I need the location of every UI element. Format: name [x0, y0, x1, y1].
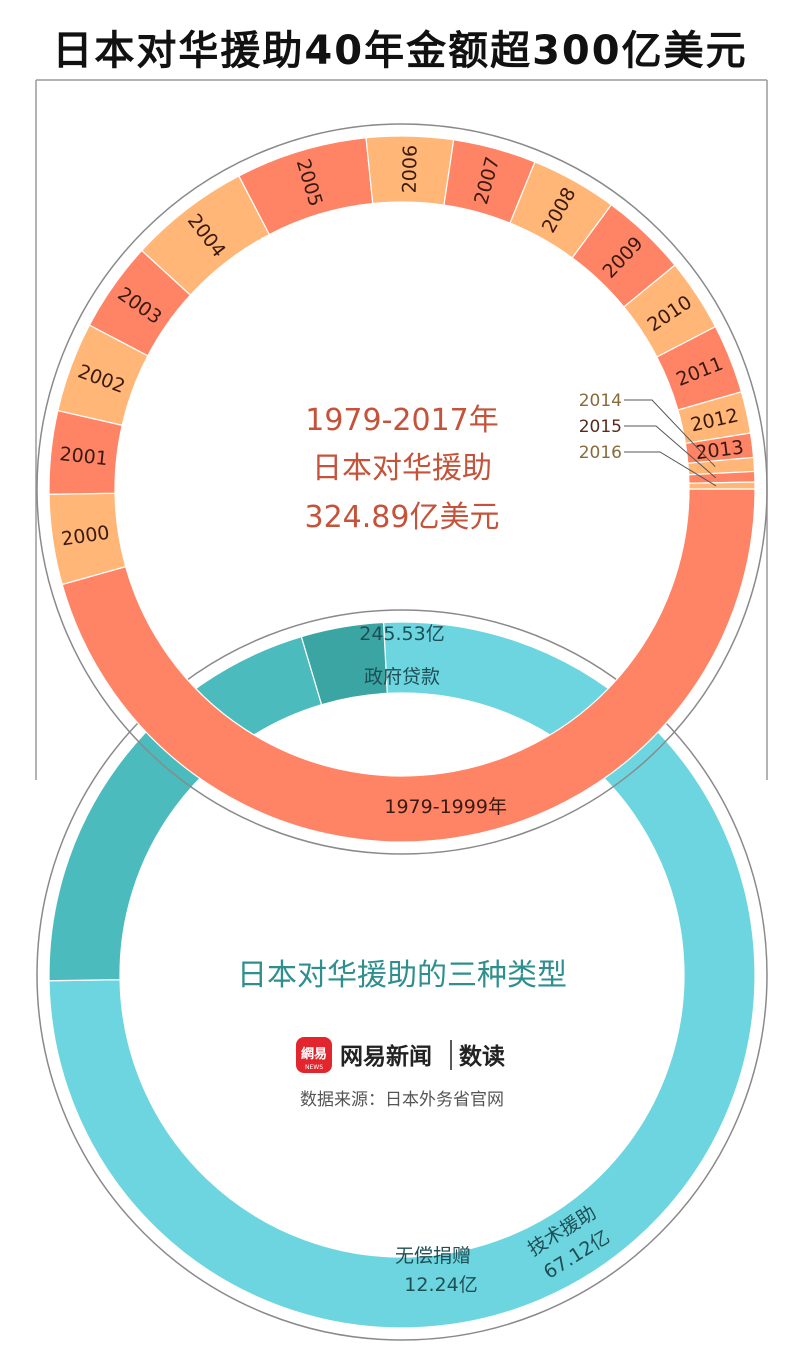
page-title: 日本对华援助40年金额超300亿美元 [52, 28, 748, 74]
brand-name: 网易新闻 [340, 1043, 432, 1070]
leader-label-0: 2014 [579, 391, 622, 411]
leader-label-1: 2015 [579, 417, 622, 437]
data-source: 数据来源：日本外务省官网 [300, 1090, 504, 1110]
types-center-title: 日本对华援助的三种类型 [237, 958, 567, 993]
aid-types-donut [36, 609, 768, 1341]
types-outer-ring [36, 609, 768, 1341]
year-label-0: 1979-1999年 [384, 796, 507, 818]
yearly-outer-ring [36, 123, 768, 855]
leader-line-2 [624, 451, 717, 487]
type-slice-0 [48, 621, 756, 1329]
brand-section: 数读 [459, 1044, 505, 1070]
type-value-label-2: 12.24亿 [404, 1274, 477, 1296]
brand-block: 網易 NEWS 网易新闻 数读 [296, 1037, 505, 1073]
leader-line-0 [624, 399, 716, 468]
year-slice-0 [61, 488, 756, 843]
type-slice-2 [300, 621, 388, 706]
yearly-center-line-1: 1979-2017年 [305, 403, 499, 438]
leader-label-2: 2016 [579, 443, 622, 463]
yearly-center-line-2: 日本对华援助 [312, 451, 492, 486]
leader-line-1 [624, 425, 717, 479]
type-value-label-0: 245.53亿 [359, 623, 444, 645]
logo-sub: NEWS [305, 1064, 323, 1071]
type-name-label-2: 无偿捐赠 [395, 1245, 471, 1267]
year-label-2: 2001 [58, 443, 108, 470]
year-label-7: 2006 [399, 145, 422, 194]
netease-logo-icon [296, 1037, 332, 1073]
yearly-aid-donut [36, 123, 768, 855]
type-name-label-0: 政府贷款 [364, 666, 440, 688]
year-slice-17 [688, 481, 756, 490]
yearly-center-line-3: 324.89亿美元 [305, 500, 500, 535]
logo-text: 網易 [301, 1046, 327, 1062]
